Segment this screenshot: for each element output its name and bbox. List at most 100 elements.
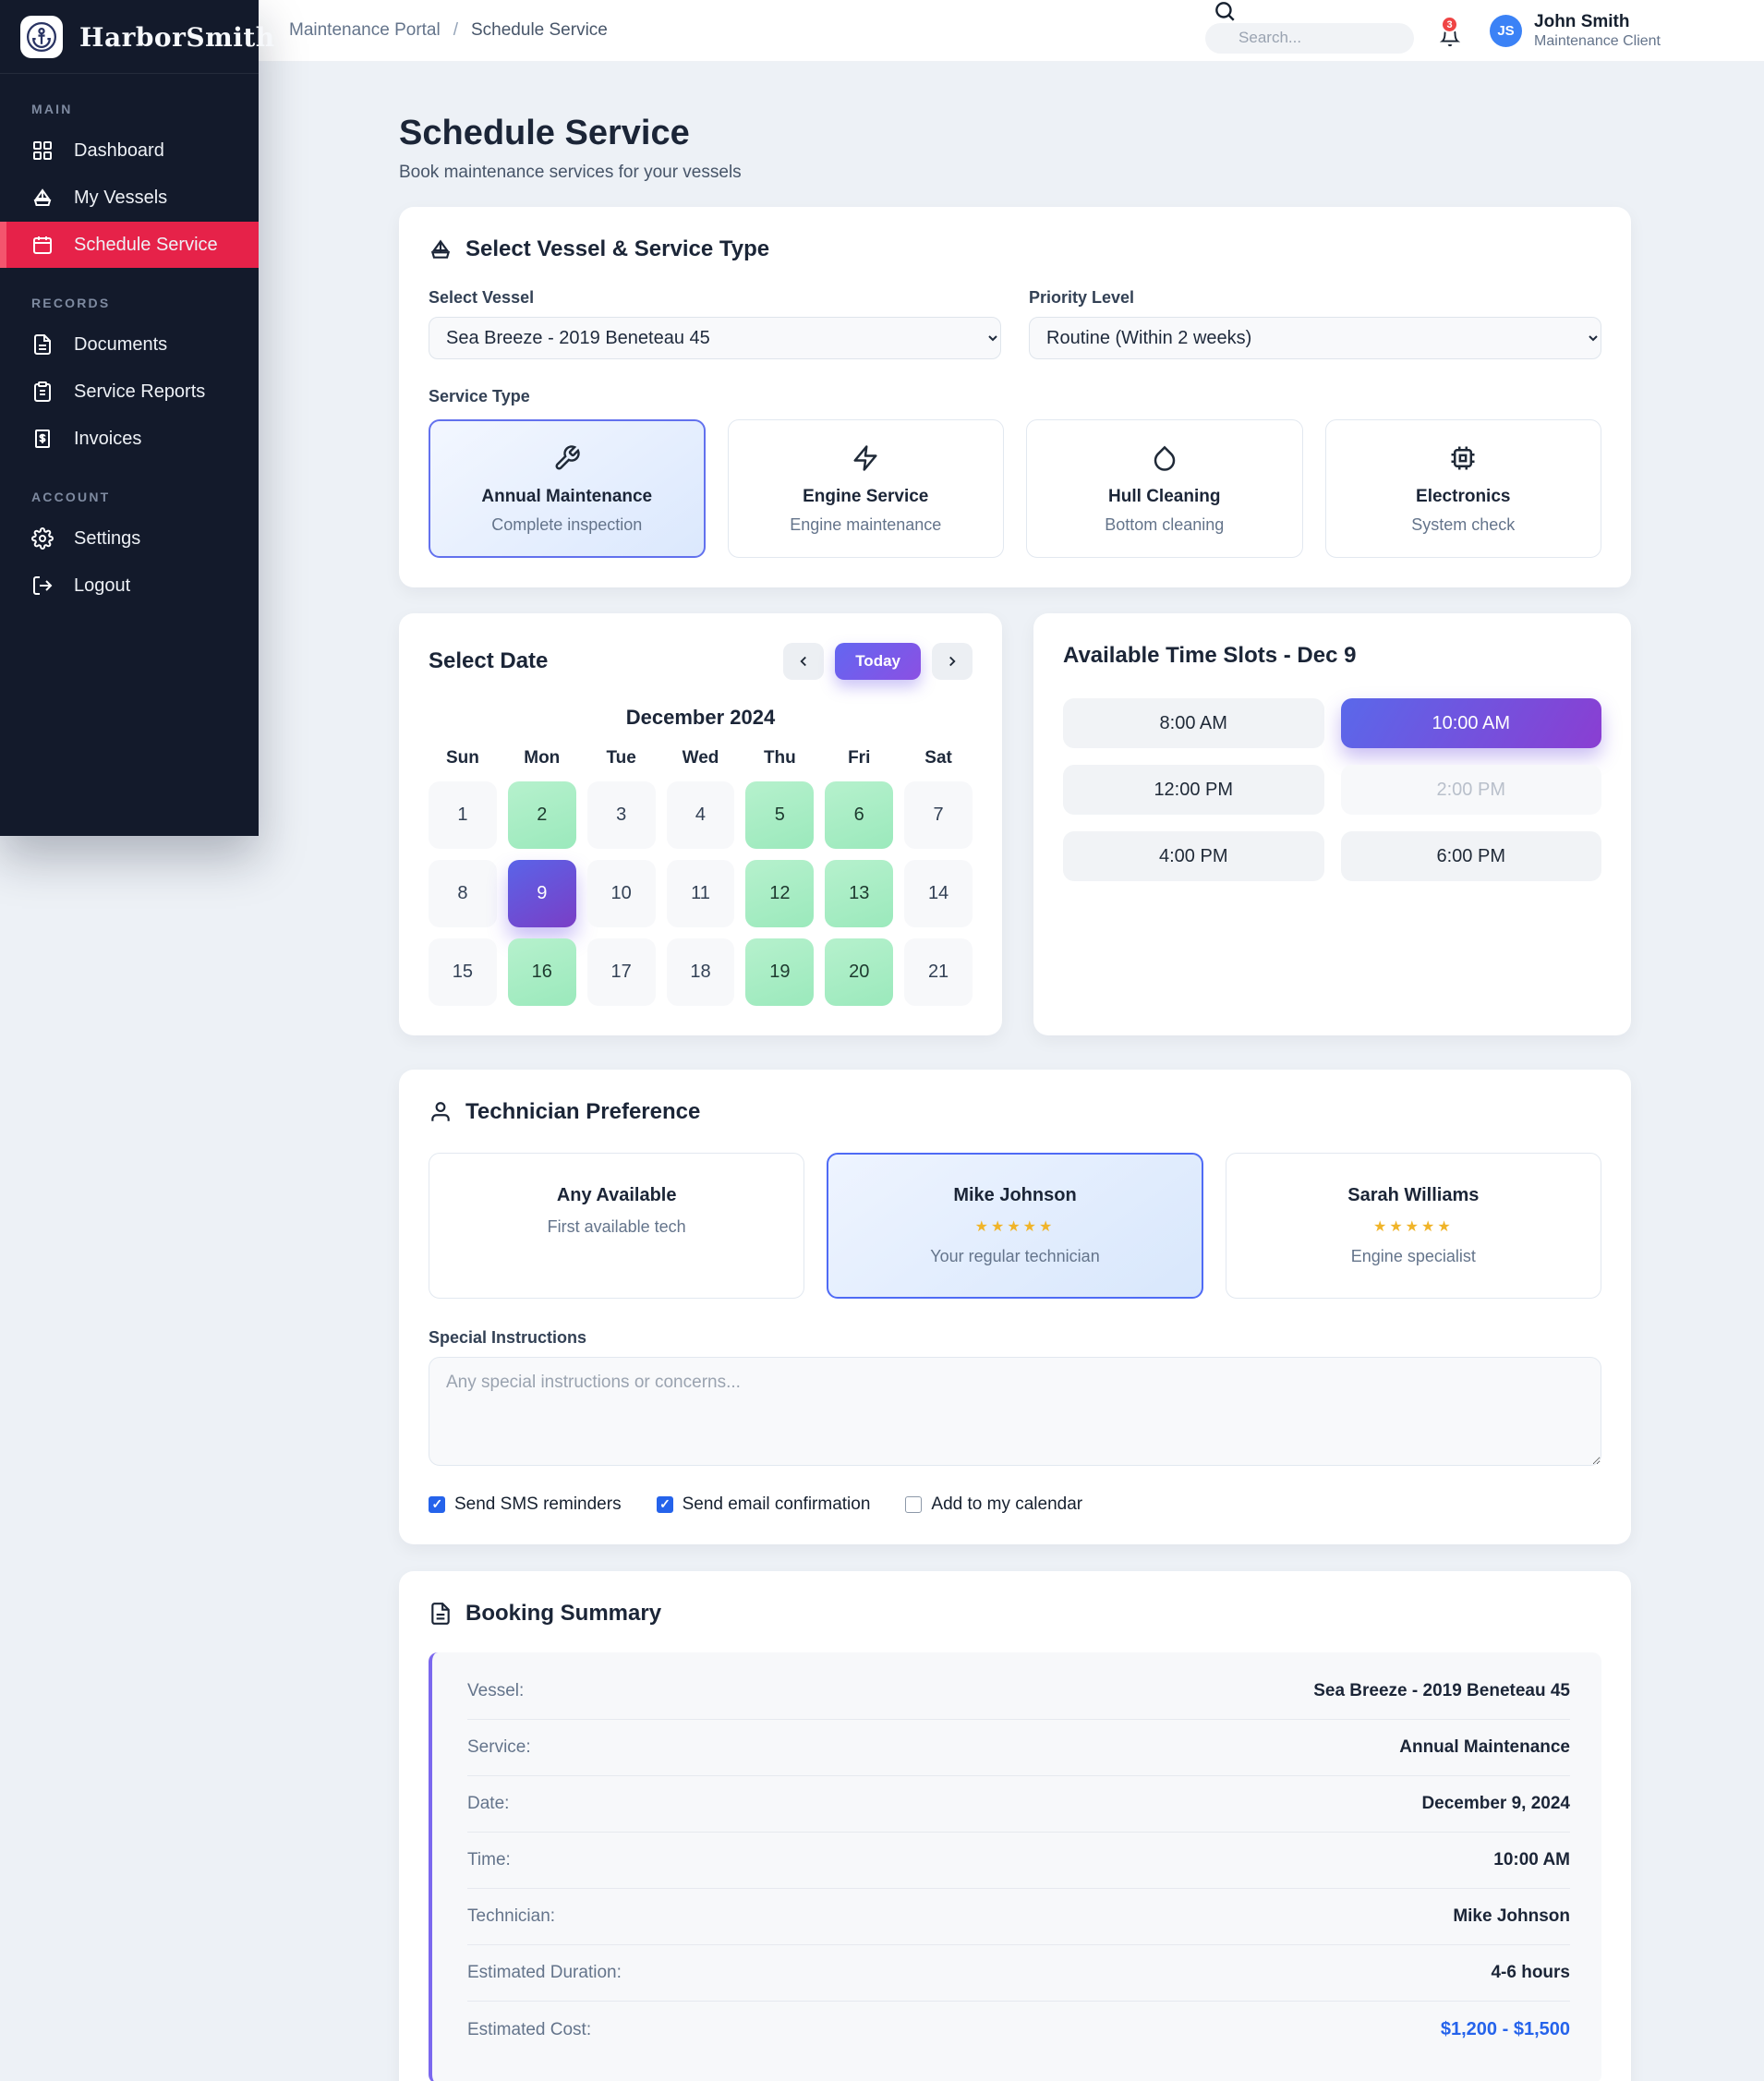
calendar-day[interactable]: 11	[666, 860, 735, 927]
gear-icon	[31, 527, 54, 550]
checkbox-icon[interactable]	[429, 1496, 445, 1513]
search-box	[1205, 1, 1415, 54]
logout-icon	[31, 575, 54, 597]
rating-stars: ★★★★★	[1372, 1219, 1454, 1235]
time-slots-title: Available Time Slots - Dec 9	[1063, 643, 1357, 668]
checkbox-email-confirmation[interactable]: Send email confirmation	[656, 1494, 870, 1515]
technician-option-mike-johnson[interactable]: Mike Johnson ★★★★★ Your regular technici…	[827, 1153, 1203, 1299]
calendar-day[interactable]: 2	[507, 781, 576, 849]
sidebar-item-documents[interactable]: Documents	[0, 321, 259, 368]
today-button[interactable]: Today	[835, 643, 921, 680]
calendar-next-button[interactable]	[932, 643, 973, 680]
technician-option-sarah-williams[interactable]: Sarah Williams ★★★★★ Engine specialist	[1225, 1153, 1601, 1299]
nav-section-account: ACCOUNT	[31, 490, 111, 504]
select-vessel-label: Select Vessel	[429, 288, 535, 307]
avatar: JS	[1490, 14, 1523, 47]
calendar-day-selected[interactable]: 9	[507, 860, 576, 927]
calendar-day[interactable]: 3	[586, 781, 656, 849]
calendar-day[interactable]: 20	[825, 938, 894, 1006]
rating-stars: ★★★★★	[974, 1219, 1056, 1235]
summary-row-time: Time: 10:00 AM	[467, 1833, 1570, 1889]
breadcrumb-current: Schedule Service	[471, 20, 608, 40]
select-date-card: Select Date Today December 2024 Sun Mon Tu…	[399, 613, 1002, 1035]
search-input[interactable]	[1205, 22, 1415, 54]
priority-select[interactable]: Routine (Within 2 weeks)	[1029, 317, 1601, 359]
calendar-day[interactable]: 15	[429, 938, 497, 1006]
droplet-icon	[1040, 444, 1289, 472]
summary-row-technician: Technician: Mike Johnson	[467, 1889, 1570, 1945]
sidebar-item-logout[interactable]: Logout	[0, 563, 259, 609]
boat-icon	[429, 237, 453, 261]
search-icon	[1213, 0, 1237, 23]
time-slot[interactable]: 12:00 PM	[1063, 765, 1324, 815]
calendar-day[interactable]: 16	[507, 938, 576, 1006]
sidebar-item-settings[interactable]: Settings	[0, 515, 259, 562]
sidebar-item-label: Service Reports	[74, 381, 206, 402]
nav-section-records: RECORDS	[31, 296, 111, 310]
calendar-day[interactable]: 8	[429, 860, 497, 927]
sidebar-item-my-vessels[interactable]: My Vessels	[0, 175, 259, 221]
calendar-day[interactable]: 6	[825, 781, 894, 849]
checkbox-icon[interactable]	[656, 1496, 673, 1513]
sidebar-item-label: My Vessels	[74, 187, 168, 208]
page-subtitle: Book maintenance services for your vesse…	[399, 163, 742, 182]
card-title: Technician Preference	[465, 1099, 701, 1124]
service-type-label: Service Type	[429, 387, 530, 405]
special-instructions-input[interactable]	[429, 1357, 1601, 1466]
brand: HarborSmith	[0, 0, 274, 74]
summary-row-date: Date: December 9, 2024	[467, 1776, 1570, 1833]
sidebar-item-label: Schedule Service	[74, 234, 218, 255]
calendar-prev-button[interactable]	[783, 643, 825, 680]
calendar-day[interactable]: 4	[666, 781, 735, 849]
special-instructions-label: Special Instructions	[429, 1328, 587, 1347]
cpu-icon	[1339, 444, 1589, 472]
service-option-annual-maintenance[interactable]: Annual Maintenance Complete inspection	[429, 419, 706, 558]
sidebar-item-label: Settings	[74, 527, 141, 549]
calendar-day[interactable]: 19	[745, 938, 815, 1006]
time-slots-card: Available Time Slots - Dec 9 8:00 AM 10:…	[1033, 613, 1631, 1035]
sidebar-item-dashboard[interactable]: Dashboard	[0, 127, 259, 174]
time-slot[interactable]: 6:00 PM	[1340, 831, 1601, 881]
brand-name: HarborSmith	[79, 21, 275, 53]
time-slot-selected[interactable]: 10:00 AM	[1340, 698, 1601, 748]
sidebar-item-invoices[interactable]: Invoices	[0, 416, 259, 462]
checkbox-icon[interactable]	[905, 1496, 923, 1513]
calendar-month-label: December 2024	[625, 706, 776, 729]
calendar-day[interactable]: 5	[745, 781, 815, 849]
sidebar-item-service-reports[interactable]: Service Reports	[0, 369, 259, 415]
dashboard-icon	[31, 139, 54, 162]
checkbox-add-to-calendar[interactable]: Add to my calendar	[905, 1494, 1082, 1515]
topbar: Maintenance Portal / Schedule Service 3 …	[259, 0, 1764, 62]
calendar-day[interactable]: 18	[666, 938, 735, 1006]
service-option-engine-service[interactable]: Engine Service Engine maintenance	[727, 419, 1004, 558]
calendar-day[interactable]: 1	[429, 781, 497, 849]
service-option-hull-cleaning[interactable]: Hull Cleaning Bottom cleaning	[1026, 419, 1303, 558]
calendar-day[interactable]: 7	[904, 781, 973, 849]
sidebar-item-label: Dashboard	[74, 139, 164, 161]
vessel-select[interactable]: Sea Breeze - 2019 Beneteau 45	[429, 317, 1001, 359]
calendar-day[interactable]: 14	[904, 860, 973, 927]
time-slot[interactable]: 8:00 AM	[1063, 698, 1324, 748]
time-slot[interactable]: 4:00 PM	[1063, 831, 1324, 881]
wrench-icon	[442, 444, 692, 472]
card-title: Select Vessel & Service Type	[465, 236, 770, 261]
calendar-day[interactable]: 17	[586, 938, 656, 1006]
technician-option-any-available[interactable]: Any Available First available tech	[429, 1153, 805, 1299]
calendar-day[interactable]: 21	[904, 938, 973, 1006]
checkbox-sms-reminders[interactable]: Send SMS reminders	[429, 1494, 622, 1515]
card-title: Booking Summary	[465, 1601, 662, 1626]
clipboard-icon	[31, 381, 54, 403]
calendar-day[interactable]: 12	[745, 860, 815, 927]
sidebar-item-schedule-service[interactable]: Schedule Service	[0, 222, 259, 268]
notifications-button[interactable]: 3	[1440, 16, 1464, 47]
user-menu[interactable]: JS John Smith Maintenance Client	[1490, 11, 1661, 50]
time-slots-grid: 8:00 AM 10:00 AM 12:00 PM 2:00 PM 4:00 P…	[1063, 698, 1601, 881]
service-option-electronics[interactable]: Electronics System check	[1324, 419, 1601, 558]
sidebar-item-label: Documents	[74, 333, 168, 355]
calendar-icon	[31, 234, 54, 256]
sidebar: HarborSmith MAIN Dashboard My Vessels Sc…	[0, 0, 274, 836]
breadcrumb-parent[interactable]: Maintenance Portal	[289, 20, 441, 40]
invoice-icon	[31, 428, 54, 450]
calendar-day[interactable]: 13	[825, 860, 894, 927]
calendar-day[interactable]: 10	[586, 860, 656, 927]
